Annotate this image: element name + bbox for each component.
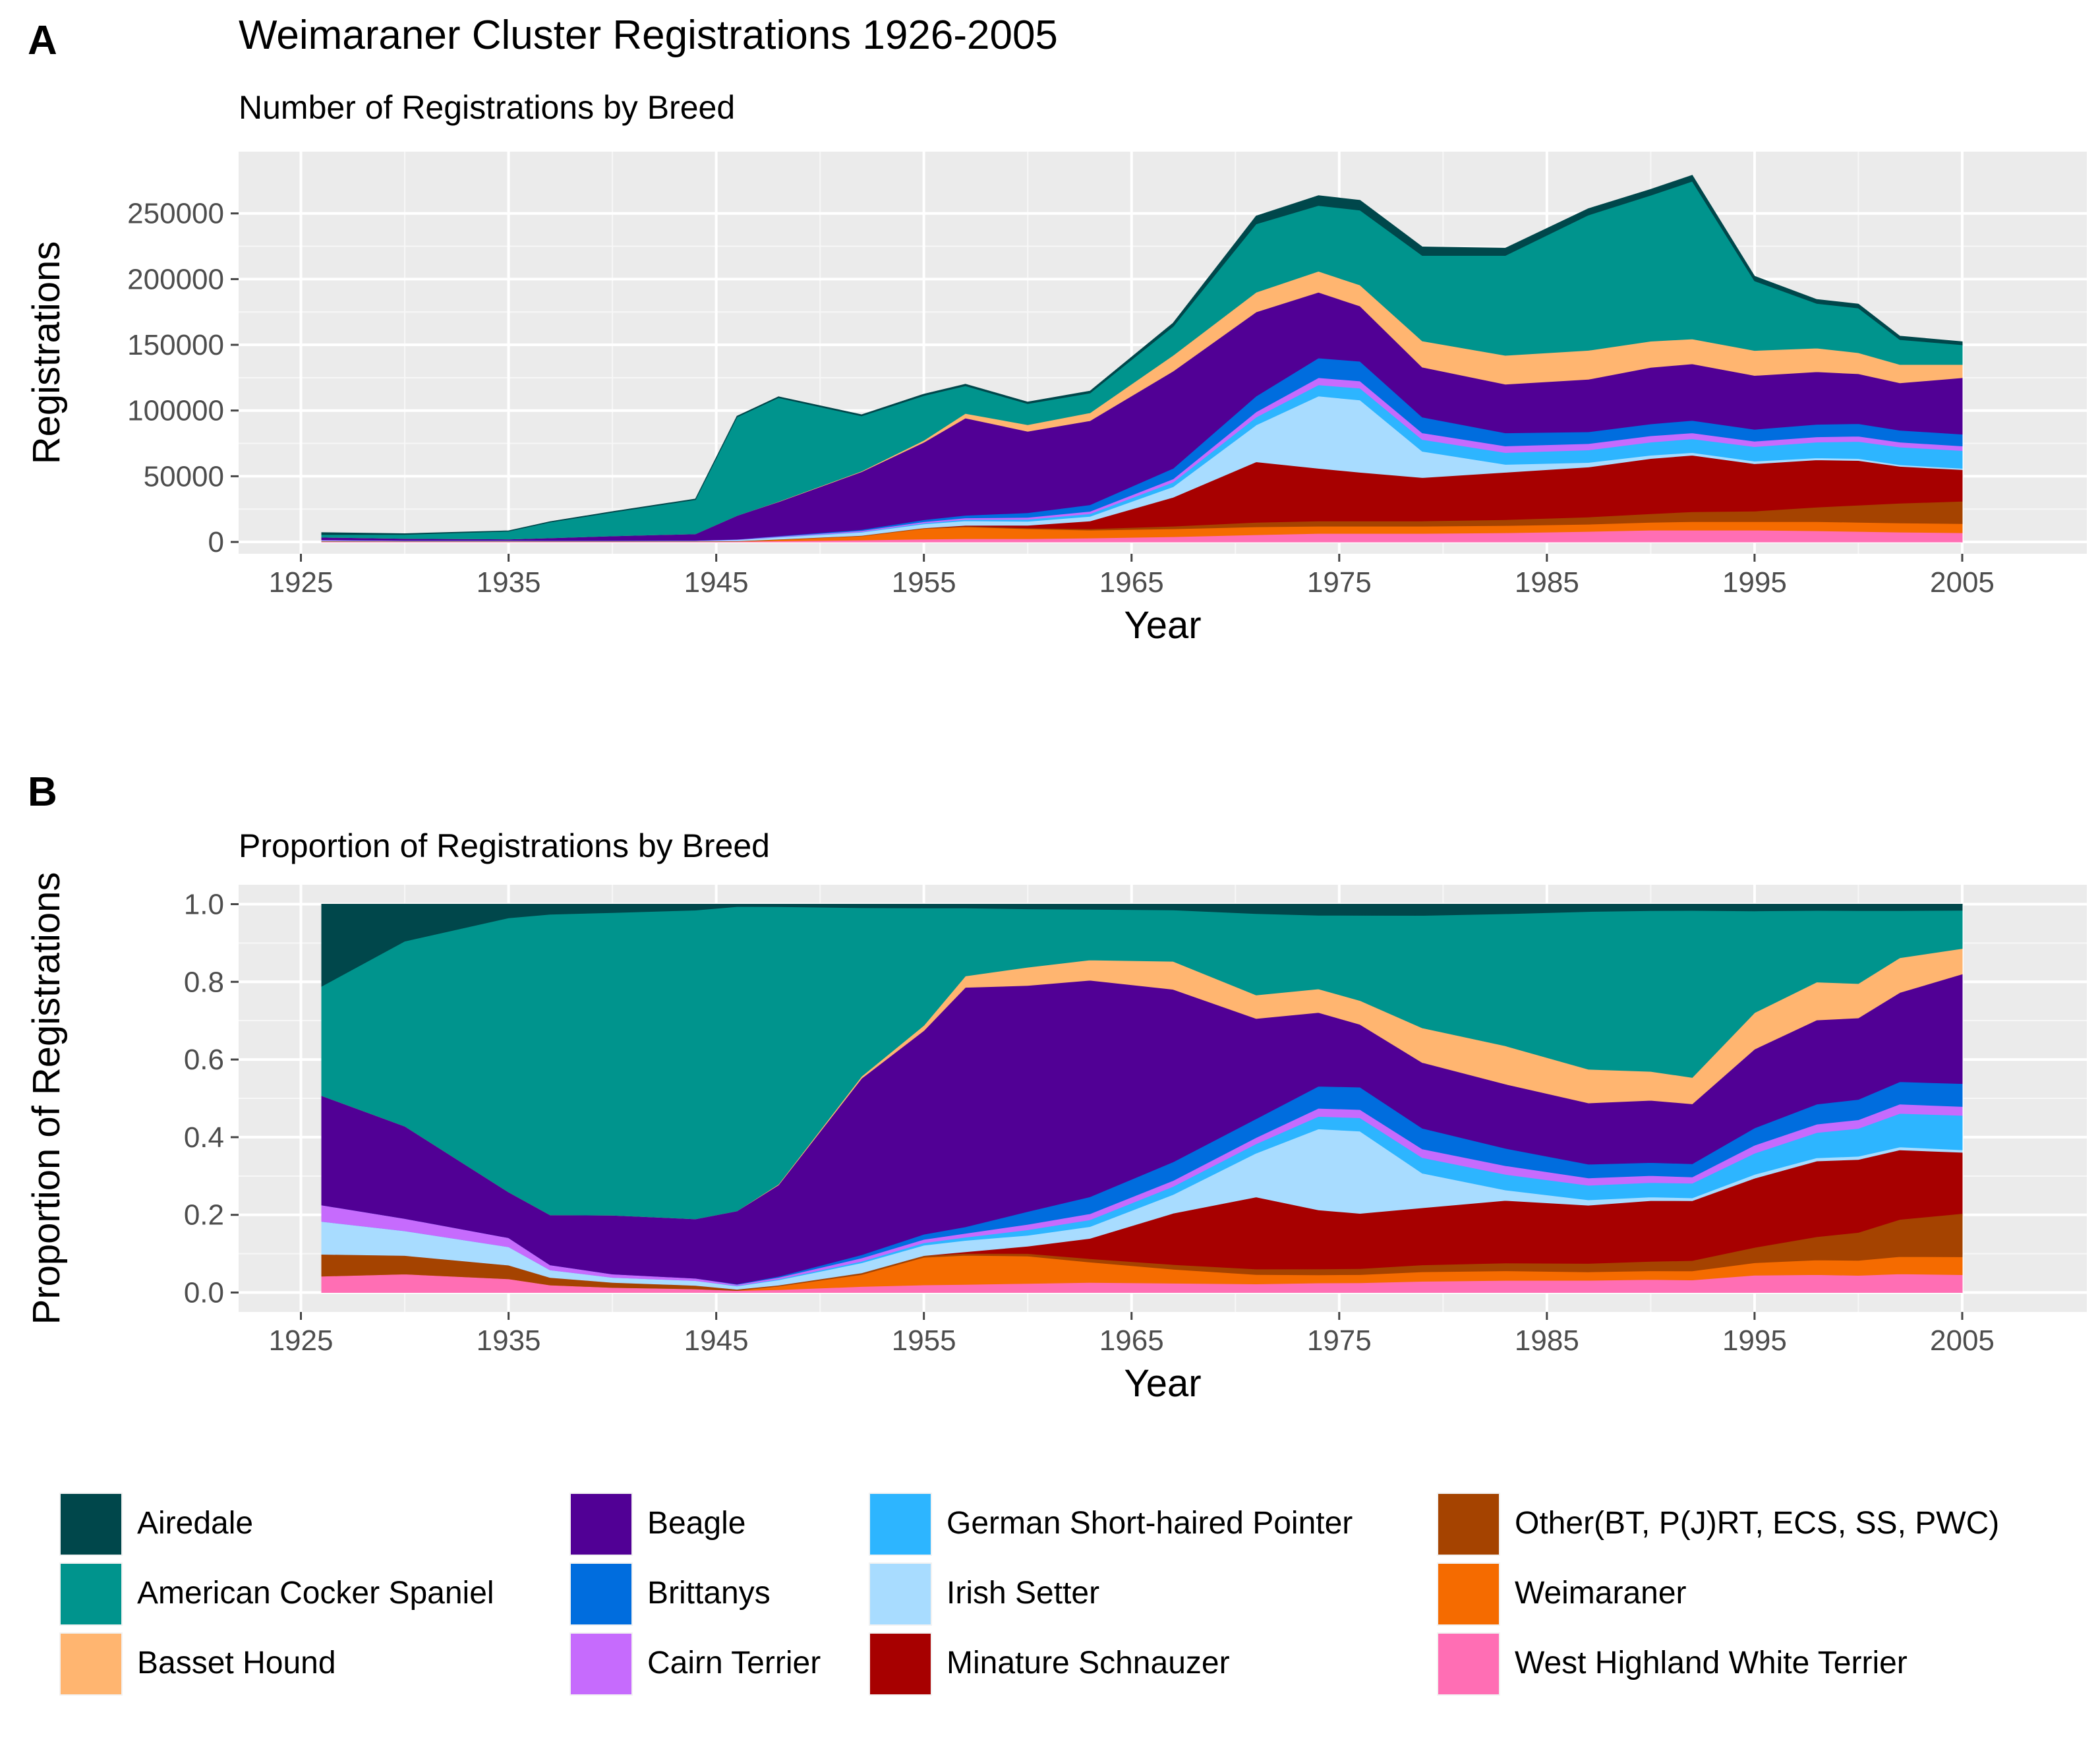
panel-a-y-tick-label: 250000	[127, 198, 224, 230]
panel-a-area-airedale	[321, 175, 1963, 535]
panel-b-x-tick-label: 1935	[477, 1324, 541, 1357]
legend-swatch	[571, 1564, 631, 1624]
legend-label: Weimaraner	[1515, 1576, 1687, 1611]
panel-a-x-tick-label: 1935	[477, 566, 541, 599]
panel-b-x-tick-label: 1945	[684, 1324, 749, 1357]
panel-b-y-axis-title: Proportion of Registrations	[25, 872, 68, 1325]
legend-label: Beagle	[647, 1506, 745, 1541]
panel-a-y-tick-label: 100000	[127, 395, 224, 427]
legend-label: Airedale	[137, 1506, 253, 1541]
panel-a-y-tick-label: 0	[208, 526, 224, 558]
panel-a-letter: A	[28, 18, 57, 63]
legend-label: Other(BT, P(J)RT, ECS, SS, PWC)	[1515, 1506, 1999, 1541]
panel-b-subtitle: Proportion of Registrations by Breed	[239, 827, 770, 864]
legend-swatch	[870, 1494, 931, 1555]
panel-a-x-tick-label: 1985	[1515, 566, 1579, 599]
panel-b-y-tick-label: 0.8	[184, 966, 224, 998]
legend: Airedale American Cocker Spaniel Basset Ho…	[59, 1493, 1999, 1696]
panel-b-x-tick-label: 1985	[1515, 1324, 1579, 1357]
legend-label: Basset Hound	[137, 1646, 336, 1680]
panel-b-y-tick-label: 0.2	[184, 1199, 224, 1232]
panel-b-y-tick-label: 0.6	[184, 1044, 224, 1076]
legend-label: Brittanys	[647, 1576, 771, 1611]
legend-label: German Short-haired Pointer	[947, 1506, 1353, 1541]
legend-swatch	[870, 1634, 931, 1694]
legend-label: West Highland White Terrier	[1515, 1646, 1908, 1680]
legend-swatch	[870, 1564, 931, 1624]
legend-swatch	[61, 1494, 121, 1555]
panel-b-y-tick-label: 0.4	[184, 1121, 224, 1154]
panel-a-chart: 1925 1935 1945 1955 1965 1975 1985 1995 2005 0 500…	[25, 152, 2087, 647]
panel-b-y-tick-label: 0.0	[184, 1277, 224, 1309]
panel-a-y-axis-title: Registrations	[25, 241, 68, 464]
legend-swatch	[61, 1564, 121, 1624]
panel-b-chart: 1925 1935 1945 1955 1965 1975 1985 1995 2005 0.0 0…	[25, 872, 2087, 1405]
panel-b-x-tick-label: 2005	[1930, 1324, 1995, 1357]
figure-title: Weimaraner Cluster Registrations 1926-20…	[239, 13, 1058, 58]
panel-b-x-axis-title: Year	[1124, 1362, 1201, 1405]
panel-a-x-tick-label: 1945	[684, 566, 749, 599]
legend-swatch	[1438, 1494, 1499, 1555]
panel-a-x-tick-label: 1925	[269, 566, 334, 599]
legend-label: Irish Setter	[947, 1576, 1099, 1611]
panel-a-y-tick-label: 150000	[127, 329, 224, 361]
panel-a-x-tick-label: 1965	[1099, 566, 1164, 599]
panel-b-x-tick-label: 1925	[269, 1324, 334, 1357]
legend-swatch	[61, 1634, 121, 1694]
panel-a-y-tick-label: 200000	[127, 263, 224, 295]
panel-b-letter: B	[28, 769, 57, 815]
panel-b-x-tick-label: 1965	[1099, 1324, 1164, 1357]
legend-swatch	[1438, 1564, 1499, 1624]
panel-a-x-axis-title: Year	[1124, 604, 1201, 647]
panel-a-subtitle: Number of Registrations by Breed	[239, 89, 735, 126]
panel-a-x-tick-label: 2005	[1930, 566, 1995, 599]
panel-a-x-tick-label: 1955	[892, 566, 956, 599]
legend-swatch	[571, 1634, 631, 1694]
legend-label: Cairn Terrier	[647, 1646, 821, 1680]
panel-a-y-tick-label: 50000	[144, 460, 224, 492]
panel-a-x-tick-label: 1975	[1307, 566, 1372, 599]
legend-label: American Cocker Spaniel	[137, 1576, 494, 1611]
legend-label: Minature Schnauzer	[947, 1646, 1230, 1680]
panel-b-area-airedale	[321, 904, 1963, 987]
panel-a-x-tick-label: 1995	[1722, 566, 1787, 599]
panel-b-x-tick-label: 1975	[1307, 1324, 1372, 1357]
panel-b-x-tick-label: 1955	[892, 1324, 956, 1357]
legend-swatch	[1438, 1634, 1499, 1694]
panel-b-y-tick-label: 1.0	[184, 888, 224, 920]
legend-swatch	[571, 1494, 631, 1555]
panel-b-x-tick-label: 1995	[1722, 1324, 1787, 1357]
